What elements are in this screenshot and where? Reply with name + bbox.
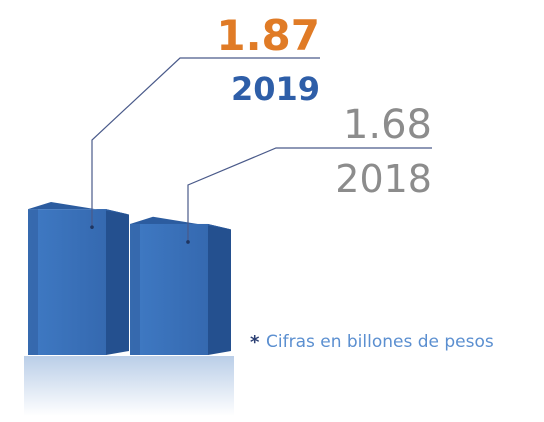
leader-line xyxy=(91,57,320,228)
note-text: Cifras en billones de pesos xyxy=(266,332,494,352)
category-label: 2019 xyxy=(231,70,320,108)
value-label: 1.68 xyxy=(343,102,432,148)
bar-front xyxy=(130,223,208,355)
bar-left-shade xyxy=(28,209,38,355)
reflection xyxy=(24,356,234,416)
leader-line xyxy=(187,147,432,242)
value-label: 1.87 xyxy=(216,11,320,60)
leader-dot xyxy=(186,240,190,244)
leader-dot xyxy=(90,225,94,229)
bar xyxy=(130,216,231,355)
bar-side xyxy=(208,223,231,355)
bar-top xyxy=(28,201,129,215)
bar-left-shade xyxy=(130,223,140,355)
bar xyxy=(28,201,129,355)
note: * Cifras en billones de pesos xyxy=(250,332,494,353)
bar-top xyxy=(130,216,231,230)
bar-front xyxy=(28,209,106,355)
note-marker: * xyxy=(250,332,260,353)
category-label: 2018 xyxy=(335,157,432,201)
bar-side xyxy=(106,209,129,355)
